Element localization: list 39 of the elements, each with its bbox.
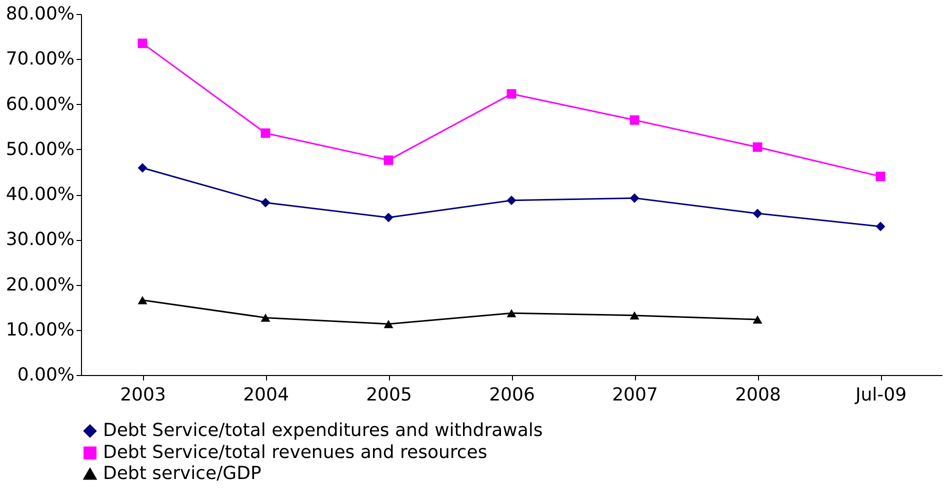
point: [138, 163, 148, 173]
y-tick-label: 50.00%: [6, 138, 74, 160]
x-tick-label: 2007: [612, 384, 658, 406]
x-tick-label: 2005: [366, 384, 412, 406]
point: [138, 38, 148, 48]
legend-label: Debt Service/total revenues and resources: [103, 442, 488, 463]
x-tick-label: 2004: [243, 384, 289, 406]
point: [138, 296, 148, 304]
point: [384, 212, 394, 222]
y-tick-label: 40.00%: [6, 184, 74, 205]
y-tick-label: 60.00%: [6, 94, 74, 115]
point: [506, 196, 516, 206]
point: [752, 208, 762, 218]
point: [384, 155, 394, 165]
point: [384, 320, 394, 328]
point: [752, 142, 762, 152]
y-tick-label: 80.00%: [6, 4, 74, 24]
legend-label: Debt Service/total expenditures and withdrawals: [103, 420, 543, 441]
x-tick-label: 2003: [120, 384, 166, 406]
point: [260, 314, 270, 322]
point: [260, 198, 270, 208]
point: [876, 172, 886, 182]
x-tick-label: Jul-09: [854, 384, 907, 406]
point: [630, 193, 640, 203]
point: [752, 315, 762, 324]
x-tick-label: 2008: [735, 384, 781, 406]
x-tick-label: 2006: [489, 384, 535, 406]
y-tick-label: 10.00%: [6, 319, 74, 340]
y-tick-label: 20.00%: [6, 274, 74, 296]
y-tick-label: 0.00%: [17, 364, 74, 386]
y-tick-label: 30.00%: [6, 229, 74, 250]
legend-label: Debt service/GDP: [103, 463, 262, 484]
point: [630, 311, 640, 320]
point: [876, 222, 886, 232]
point: [506, 89, 516, 99]
point: [260, 128, 270, 138]
point: [630, 115, 640, 125]
point: [506, 309, 516, 318]
y-tick-label: 70.00%: [6, 48, 74, 70]
